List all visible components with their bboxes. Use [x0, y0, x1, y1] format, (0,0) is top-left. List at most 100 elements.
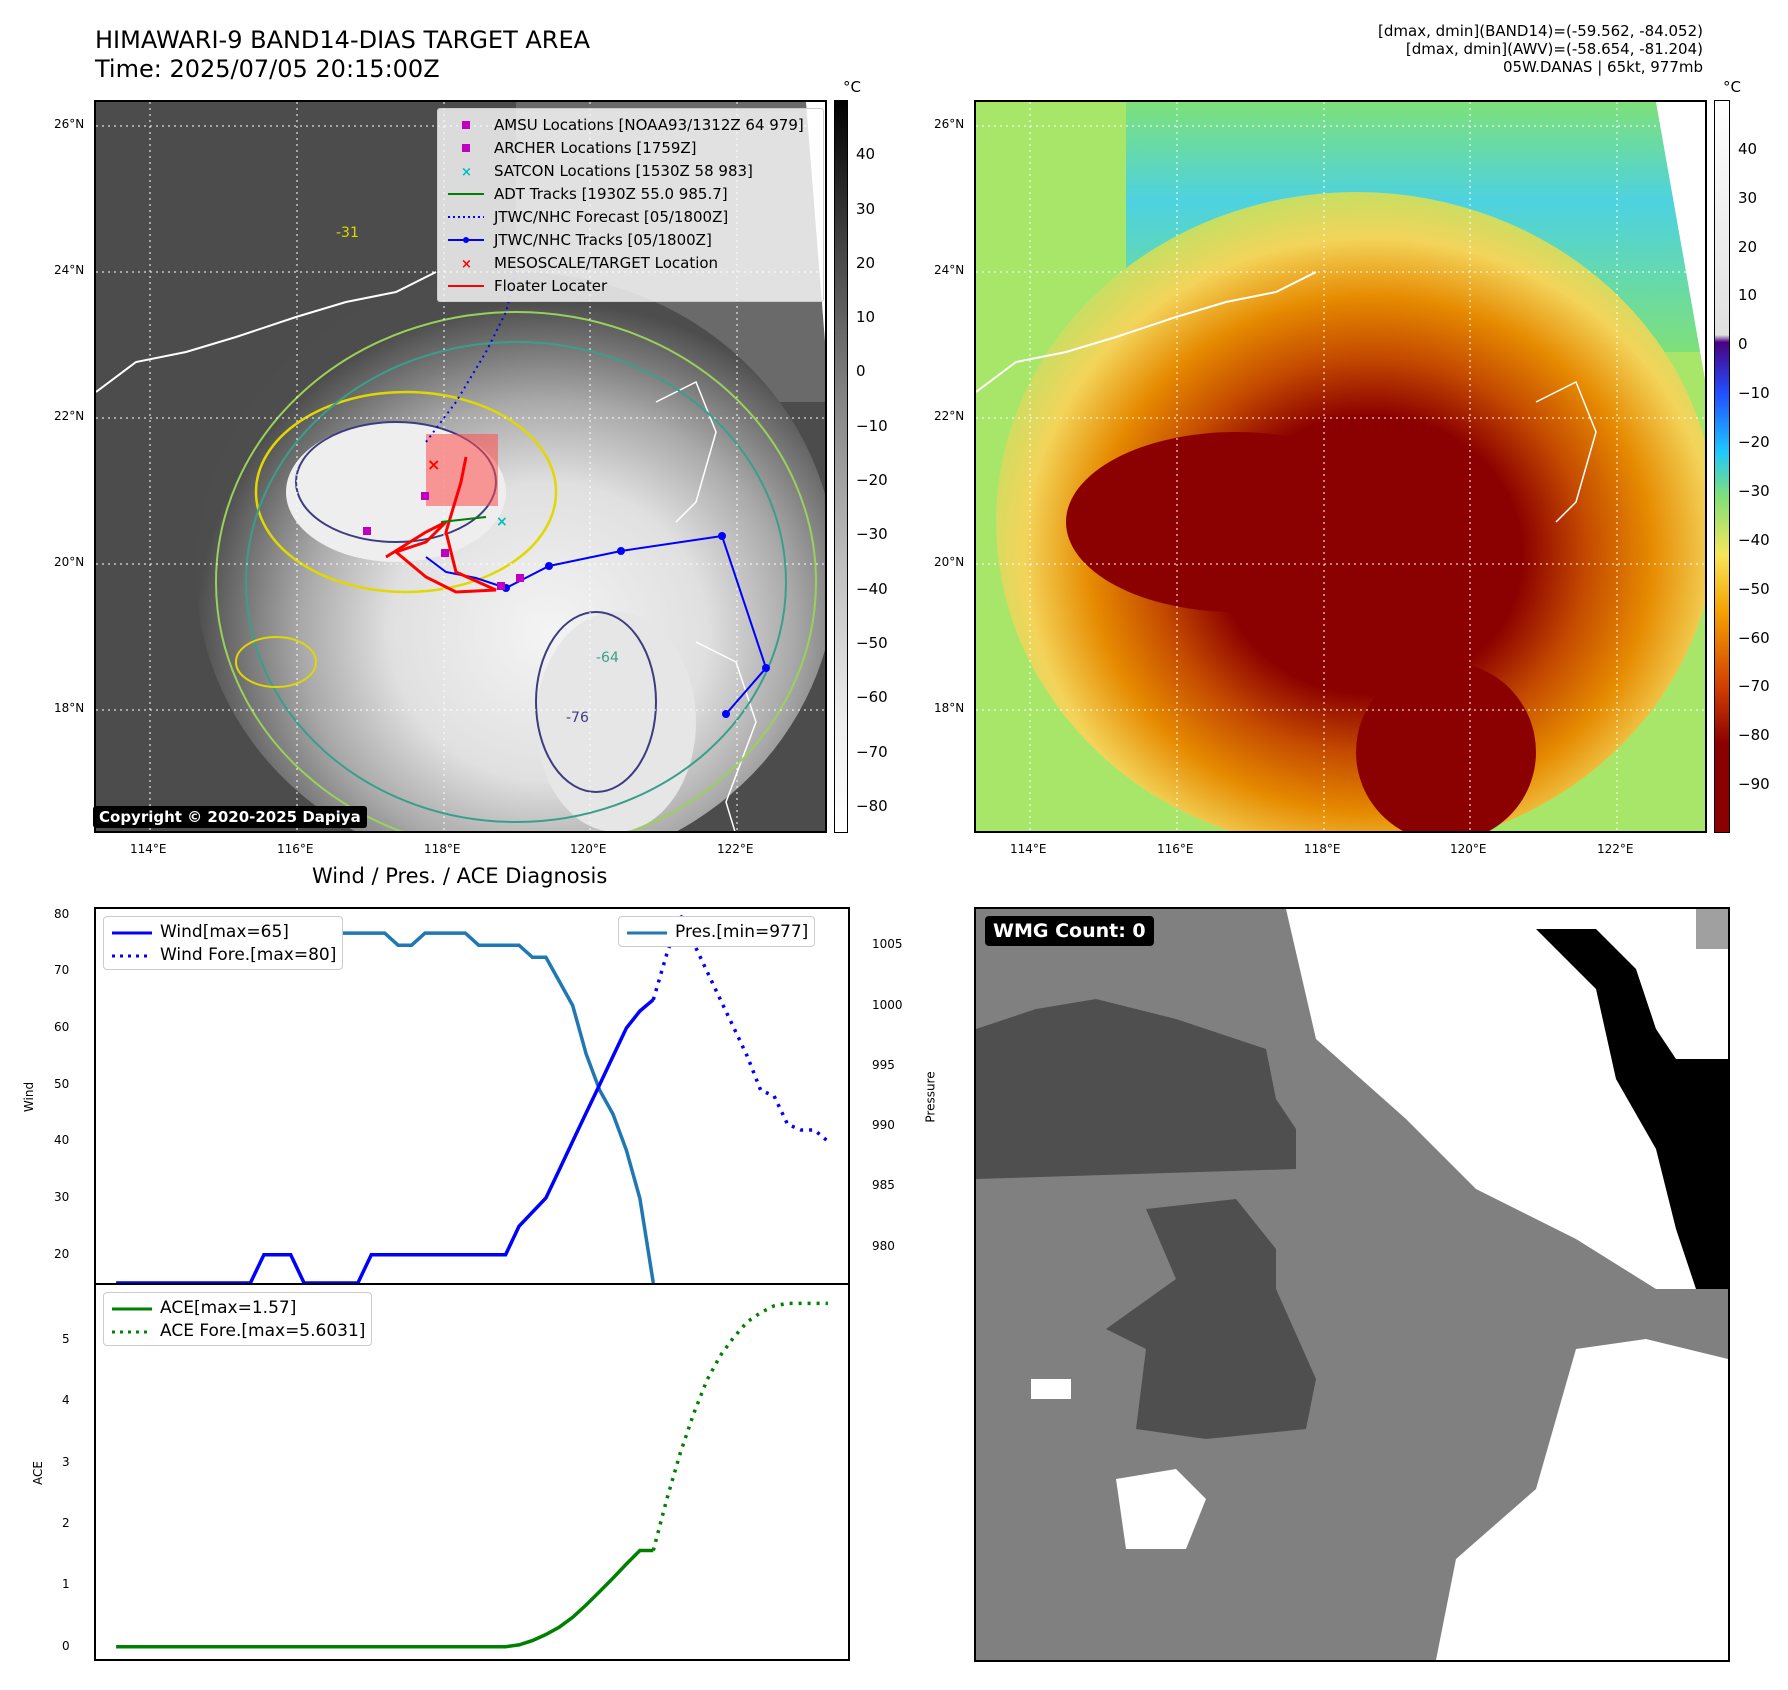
wind-tick-label: 50 — [54, 1076, 70, 1091]
color-colorbar-tick: −90 — [1738, 775, 1770, 794]
color-colorbar-tick: −30 — [1738, 481, 1770, 500]
ace-tick-label: 5 — [62, 1332, 70, 1347]
title-line-1: HIMAWARI-9 BAND14-DIAS TARGET AREA — [95, 26, 591, 54]
ace-tick-label: 3 — [62, 1454, 70, 1469]
pressure-tick-label: 985 — [872, 1178, 895, 1193]
gray-colorbar-tick: 0 — [856, 362, 866, 381]
legend-label: Floater Locater — [494, 276, 608, 295]
ace-tick-label: 1 — [62, 1577, 70, 1592]
wmg-count-badge: WMG Count: 0 — [985, 916, 1154, 946]
pres-legend-label: Pres.[min=977] — [675, 921, 809, 942]
ace-tick-label: 0 — [62, 1638, 70, 1653]
color-colorbar — [1714, 100, 1730, 833]
contour-label: -31 — [336, 225, 359, 241]
wind-tick-label: 60 — [54, 1020, 70, 1034]
svg-text:×: × — [496, 514, 508, 530]
wind-fore-legend-label: Wind Fore.[max=80] — [160, 944, 337, 965]
legend-item: × MESOSCALE/TARGET Location — [444, 251, 817, 274]
gray-colorbar — [834, 100, 848, 833]
wind-tick-label: 20 — [54, 1246, 70, 1261]
legend-item: ADT Tracks [1930Z 55.0 985.7] — [444, 182, 817, 205]
title-line-2: Time: 2025/07/05 20:15:00Z — [95, 55, 440, 83]
legend-item: ARCHER Locations [1759Z] — [444, 136, 817, 159]
svg-text:×: × — [427, 455, 440, 474]
wind-forecast-line — [651, 910, 830, 1143]
pressure-ylabel: Pressure — [923, 1071, 938, 1123]
lat-tick-label: 22°N — [934, 409, 965, 423]
color-colorbar-unit: °C — [1723, 78, 1741, 96]
legend-label: SATCON Locations [1530Z 58 983] — [494, 161, 753, 180]
pressure-tick-label: 980 — [872, 1238, 895, 1253]
wind-tick-label: 70 — [54, 963, 70, 978]
color-colorbar-tick: −60 — [1738, 628, 1770, 647]
figure-title: HIMAWARI-9 BAND14-DIAS TARGET AREA Time:… — [95, 26, 590, 84]
lon-tick-label: 114°E — [1010, 842, 1047, 856]
color-colorbar-tick: −40 — [1738, 530, 1770, 549]
color-colorbar-tick: −70 — [1738, 677, 1770, 696]
floater-track — [385, 456, 497, 594]
ace-fore-legend-label: ACE Fore.[max=5.6031] — [160, 1320, 366, 1341]
legend-label: ARCHER Locations [1759Z] — [494, 138, 697, 157]
figure-info: [dmax, dmin](BAND14)=(-59.562, -84.052) … — [1378, 22, 1703, 76]
gray-colorbar-tick: 30 — [856, 199, 876, 218]
color-colorbar-tick: 0 — [1738, 335, 1748, 354]
gray-colorbar-tick: −20 — [856, 471, 888, 490]
ace-legend-label: ACE[max=1.57] — [160, 1297, 297, 1318]
contour-label: -76 — [566, 710, 589, 726]
legend-label: AMSU Locations [NOAA93/1312Z 64 979] — [494, 115, 804, 134]
pressure-tick-label: 995 — [872, 1057, 895, 1072]
color-colorbar-tick: −80 — [1738, 726, 1770, 745]
ace-ylabel: ACE — [30, 1461, 45, 1485]
pressure-tick-label: 1000 — [872, 997, 903, 1012]
svg-text:×: × — [461, 165, 472, 178]
ace-tick-label: 2 — [62, 1516, 70, 1531]
lat-tick-label: 24°N — [934, 263, 965, 277]
lon-tick-label: 118°E — [1304, 842, 1341, 856]
gray-colorbar-tick: −30 — [856, 525, 888, 544]
contour-label: -64 — [596, 650, 619, 666]
wind-ylabel: Wind — [22, 1081, 37, 1113]
gray-colorbar-tick: −60 — [856, 688, 888, 707]
wind-line — [116, 998, 655, 1283]
color-colorbar-tick: −20 — [1738, 433, 1770, 452]
wind-legend-label: Wind[max=65] — [160, 921, 289, 942]
lat-tick-label: 26°N — [54, 117, 85, 131]
info-line-3: 05W.DANAS | 65kt, 977mb — [1502, 58, 1703, 76]
lat-tick-label: 18°N — [934, 701, 965, 715]
lat-tick-label: 20°N — [54, 555, 85, 569]
color-colorbar-tick: 10 — [1738, 286, 1758, 305]
info-line-2: [dmax, dmin](AWV)=(-58.654, -81.204) — [1405, 40, 1703, 58]
gray-colorbar-tick: 10 — [856, 308, 876, 327]
forecast-track — [425, 271, 517, 443]
wmg-panel — [974, 907, 1730, 1662]
ace-canvas — [116, 1301, 828, 1649]
color-colorbar-tick: 30 — [1738, 188, 1758, 207]
lon-tick-label: 120°E — [570, 842, 607, 856]
gray-colorbar-tick: −40 — [856, 579, 888, 598]
ace-chart — [94, 1283, 850, 1661]
pressure-legend: Pres.[min=977] — [618, 916, 816, 947]
gray-colorbar-tick: 40 — [856, 145, 876, 164]
lon-tick-label: 116°E — [1157, 842, 1194, 856]
ace-tick-label: 4 — [62, 1393, 70, 1408]
map-legend: AMSU Locations [NOAA93/1312Z 64 979] ARCH… — [437, 108, 824, 302]
diagnosis-title: Wind / Pres. / ACE Diagnosis — [312, 864, 608, 888]
gray-colorbar-tick: −80 — [856, 796, 888, 815]
wind-tick-label: 30 — [54, 1190, 70, 1204]
lat-tick-label: 26°N — [934, 117, 965, 131]
color-colorbar-tick: −10 — [1738, 384, 1770, 403]
legend-item: JTWC/NHC Tracks [05/1800Z] — [444, 228, 817, 251]
legend-label: MESOSCALE/TARGET Location — [494, 253, 719, 272]
color-colorbar-tick: 40 — [1738, 139, 1758, 158]
copyright-badge: Copyright © 2020-2025 Dapiya — [93, 806, 367, 828]
lat-tick-label: 18°N — [54, 701, 85, 715]
lon-tick-label: 122°E — [717, 842, 754, 856]
lon-tick-label: 114°E — [130, 842, 167, 856]
lon-tick-label: 118°E — [424, 842, 461, 856]
legend-item: AMSU Locations [NOAA93/1312Z 64 979] — [444, 113, 817, 136]
legend-item: Floater Locater — [444, 274, 817, 297]
ir-color-map — [974, 100, 1707, 833]
info-line-1: [dmax, dmin](BAND14)=(-59.562, -84.052) — [1378, 22, 1703, 40]
gray-colorbar-tick: 20 — [856, 253, 876, 272]
svg-text:×: × — [461, 257, 472, 270]
